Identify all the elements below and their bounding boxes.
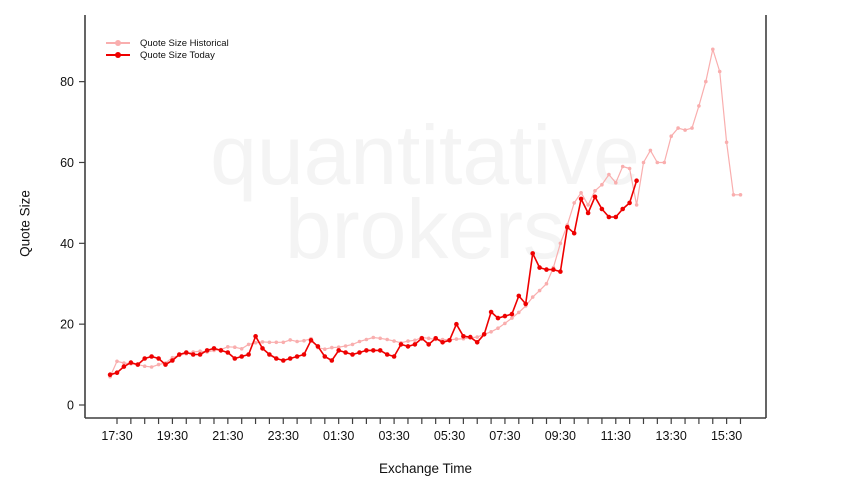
svg-text:03:30: 03:30 [378, 429, 409, 443]
axis-frame [84, 15, 767, 419]
historical-series [108, 47, 743, 379]
svg-text:19:30: 19:30 [157, 429, 188, 443]
svg-text:80: 80 [60, 75, 74, 89]
legend-label-historical: Quote Size Historical [140, 37, 229, 49]
svg-text:40: 40 [60, 237, 74, 251]
x-tick-labels: 17:30 19:30 21:30 23:30 01:30 03:30 05:30 07:30… [101, 429, 742, 443]
svg-text:07:30: 07:30 [489, 429, 520, 443]
x-axis-title: Exchange Time [378, 461, 473, 476]
legend-label-today: Quote Size Today [140, 49, 215, 61]
today-line-swatch [106, 52, 130, 58]
svg-text:11:30: 11:30 [601, 429, 631, 443]
svg-text:05:30: 05:30 [434, 429, 465, 443]
x-axis-ticks [116, 418, 742, 424]
svg-text:13:30: 13:30 [656, 429, 687, 443]
svg-text:15:30: 15:30 [711, 429, 742, 443]
legend-item-today: Quote Size Today [106, 49, 229, 61]
y-tick-labels: 0 20 40 60 80 [60, 75, 74, 412]
svg-text:0: 0 [67, 399, 74, 413]
svg-text:20: 20 [60, 318, 74, 332]
y-axis-title-text: Quote Size [17, 190, 33, 257]
svg-text:21:30: 21:30 [212, 429, 243, 443]
y-axis-title: Quote Size [18, 190, 33, 257]
legend-item-historical: Quote Size Historical [106, 37, 229, 49]
svg-text:60: 60 [60, 156, 74, 170]
today-series [107, 178, 639, 378]
legend: Quote Size Historical Quote Size Today [106, 37, 229, 61]
svg-text:01:30: 01:30 [323, 429, 354, 443]
svg-text:17:30: 17:30 [101, 429, 132, 443]
y-axis-ticks [79, 81, 85, 406]
svg-text:23:30: 23:30 [268, 429, 299, 443]
historical-line-swatch [106, 40, 130, 46]
svg-text:09:30: 09:30 [545, 429, 576, 443]
